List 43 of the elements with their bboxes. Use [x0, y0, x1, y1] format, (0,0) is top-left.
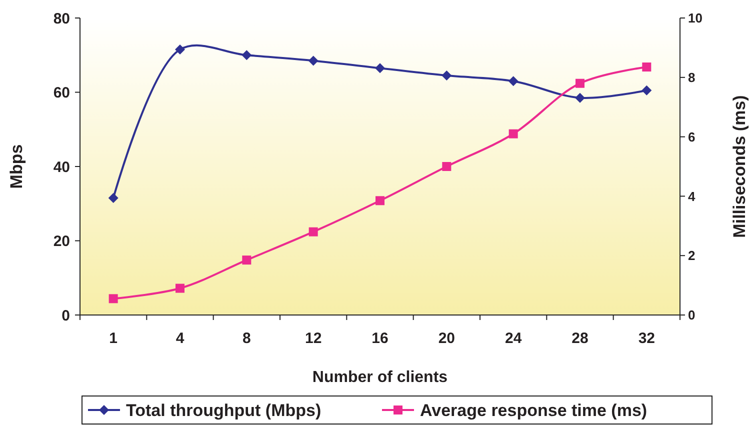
y-tick-label: 0 — [62, 307, 70, 324]
y2-tick-label: 2 — [688, 248, 696, 264]
point — [308, 56, 318, 66]
point — [242, 50, 252, 60]
x-tick-label: 1 — [109, 330, 118, 347]
y2-tick-label: 4 — [688, 188, 696, 204]
x-tick-label: 28 — [572, 330, 588, 347]
point — [242, 256, 252, 265]
point — [375, 63, 385, 74]
point — [508, 76, 518, 86]
point — [175, 44, 185, 55]
x-tick-label: 16 — [372, 330, 388, 347]
point — [576, 78, 584, 88]
y2-tick-label: 8 — [688, 70, 696, 85]
y2-tick-label: 10 — [688, 10, 702, 26]
y2-axis-title: Milliseconds (ms) — [730, 95, 749, 238]
point — [442, 162, 452, 171]
x-tick-label: 24 — [504, 330, 522, 347]
y-tick-label: 20 — [53, 233, 70, 250]
y-tick-label: 40 — [53, 158, 70, 176]
x-axis-title: Number of clients — [312, 369, 448, 386]
y-axis-title: Mbps — [7, 144, 26, 189]
point — [642, 62, 652, 72]
point — [108, 193, 118, 204]
point — [308, 227, 318, 236]
point — [642, 85, 652, 96]
y-tick-label: 60 — [53, 84, 70, 102]
x-tick-label: 4 — [176, 330, 185, 347]
legend-label: Total throughput (Mbps) — [126, 400, 322, 420]
x-tick-label: 12 — [304, 330, 322, 347]
point — [442, 70, 452, 81]
point — [108, 294, 118, 304]
point — [575, 92, 585, 103]
x-tick-label: 32 — [638, 330, 656, 347]
point — [508, 129, 518, 138]
point — [376, 196, 384, 206]
x-tick-label: 8 — [242, 330, 251, 347]
x-tick-label: 20 — [438, 330, 456, 347]
point — [176, 284, 184, 293]
legend-label: Average response time (ms) — [420, 400, 648, 420]
y2-tick-label: 6 — [688, 129, 696, 144]
y2-tick-label: 0 — [688, 308, 696, 323]
y-tick-label: 80 — [53, 10, 70, 28]
